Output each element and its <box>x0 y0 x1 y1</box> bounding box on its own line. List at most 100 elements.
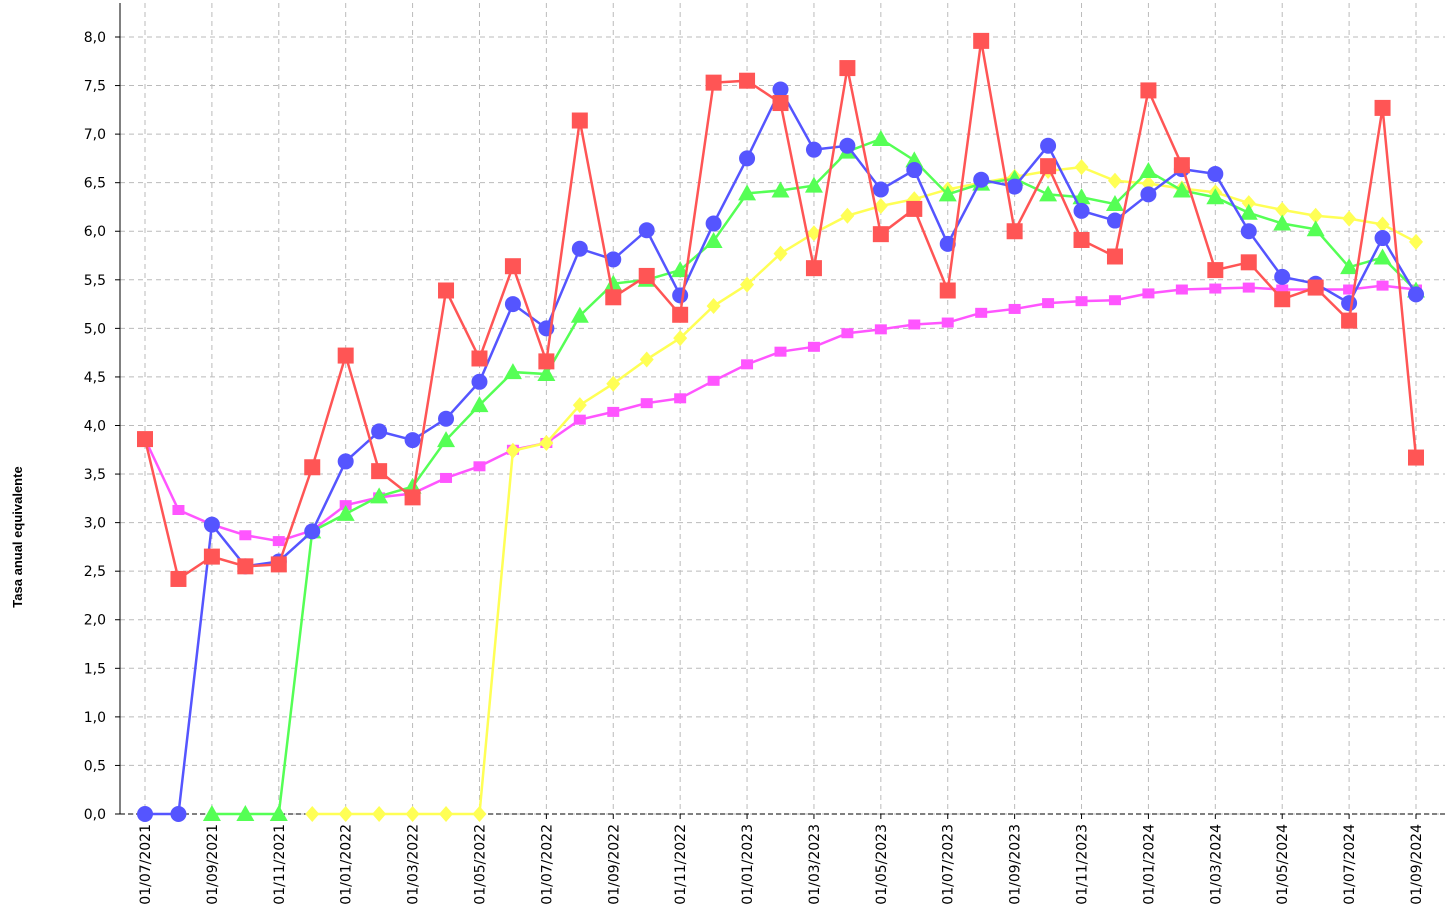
point <box>538 353 555 370</box>
point <box>840 207 855 224</box>
x-tick-label: 01/01/2022 <box>339 824 355 905</box>
point <box>203 548 220 565</box>
point <box>704 231 723 248</box>
point <box>1239 203 1258 220</box>
y-tick-label: 6,0 <box>84 224 106 240</box>
point <box>771 181 790 198</box>
point <box>571 240 588 257</box>
point <box>437 431 456 448</box>
point <box>1075 296 1088 307</box>
y-tick-label: 5,0 <box>84 321 106 337</box>
x-tick-label: 01/09/2021 <box>205 824 221 905</box>
y-tick-label: 4,0 <box>84 418 106 434</box>
series-line <box>143 284 1417 543</box>
point <box>1108 295 1121 306</box>
point <box>405 806 420 822</box>
point <box>336 504 355 521</box>
point <box>471 373 488 390</box>
point <box>640 398 653 409</box>
point <box>1140 186 1157 203</box>
point <box>1408 286 1424 303</box>
point <box>705 74 722 91</box>
point <box>304 459 321 476</box>
point <box>1273 214 1292 231</box>
point <box>741 359 754 370</box>
y-axis-label: Tasa anual equivalente <box>10 466 25 607</box>
point <box>1207 262 1224 279</box>
point <box>1207 165 1224 182</box>
point <box>639 351 654 368</box>
x-tick-label: 01/03/2024 <box>1208 824 1224 905</box>
point <box>774 346 787 357</box>
series-line <box>145 86 1418 816</box>
y-tick-label: 8,0 <box>84 30 106 46</box>
y-tick-label: 7,5 <box>84 79 106 95</box>
point <box>1242 282 1255 293</box>
point <box>572 397 587 414</box>
point <box>739 150 756 167</box>
y-tick-label: 7,0 <box>84 127 106 143</box>
point <box>1376 280 1389 291</box>
point <box>1040 137 1057 154</box>
point <box>1308 207 1323 224</box>
point <box>1140 82 1157 99</box>
point <box>1274 291 1291 308</box>
y-tick-label: 2,5 <box>84 564 106 580</box>
point <box>671 261 690 278</box>
point <box>1374 99 1391 116</box>
point <box>372 806 387 822</box>
point <box>1343 284 1356 295</box>
point <box>606 375 621 392</box>
point <box>337 453 354 470</box>
x-tick-label: 01/05/2023 <box>874 824 890 905</box>
point <box>404 489 421 506</box>
point <box>571 112 588 129</box>
x-tick-label: 01/01/2024 <box>1141 824 1157 905</box>
point <box>772 95 789 112</box>
point <box>806 225 821 242</box>
point <box>638 222 655 239</box>
point <box>170 570 187 587</box>
point <box>305 806 320 822</box>
point <box>1274 268 1291 285</box>
point <box>906 200 923 217</box>
point <box>607 406 620 417</box>
point <box>539 434 554 451</box>
point <box>604 274 623 291</box>
x-tick-label: 01/05/2024 <box>1275 824 1291 905</box>
point <box>706 298 721 315</box>
point <box>772 81 789 98</box>
point <box>1073 231 1090 248</box>
point <box>239 530 252 541</box>
point <box>236 805 255 821</box>
point <box>672 287 689 304</box>
y-tick-label: 0,5 <box>84 758 106 774</box>
point <box>1139 162 1158 179</box>
point <box>938 185 957 202</box>
point <box>272 536 285 547</box>
x-tick-label: 01/07/2024 <box>1342 824 1358 905</box>
point <box>537 365 556 382</box>
point <box>1106 212 1123 229</box>
point <box>1173 157 1190 174</box>
point <box>570 306 589 323</box>
point <box>773 245 788 262</box>
point <box>1373 248 1392 265</box>
point <box>1276 284 1289 295</box>
x-tick-label: 01/05/2022 <box>472 824 488 905</box>
point <box>872 181 889 198</box>
point <box>172 504 185 515</box>
point <box>908 319 921 330</box>
point <box>939 235 956 252</box>
point <box>505 442 520 459</box>
point <box>473 461 486 472</box>
point <box>1375 216 1390 233</box>
point <box>1341 295 1358 312</box>
x-tick-label: 01/11/2022 <box>673 824 689 905</box>
point <box>1107 172 1122 189</box>
y-tick-label: 1,0 <box>84 710 106 726</box>
point <box>1006 223 1023 240</box>
point <box>872 226 889 243</box>
point <box>1307 279 1324 296</box>
point <box>137 806 153 822</box>
